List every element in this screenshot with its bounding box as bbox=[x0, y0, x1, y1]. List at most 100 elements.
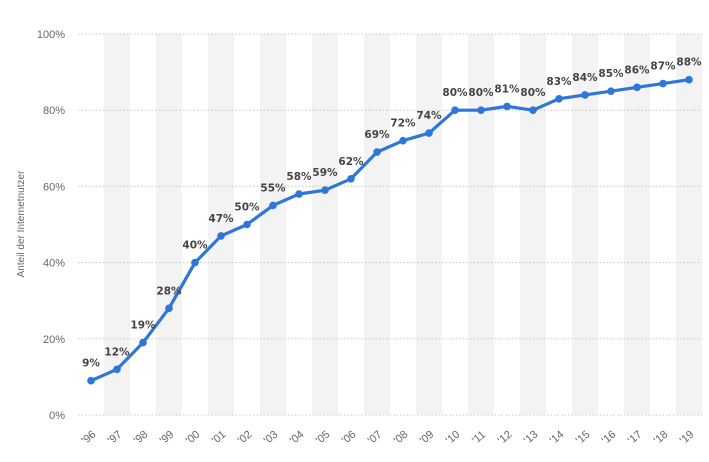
column-band bbox=[624, 34, 650, 415]
data-point bbox=[503, 102, 511, 111]
data-point bbox=[295, 190, 303, 198]
column-band bbox=[260, 34, 286, 415]
data-point bbox=[659, 79, 667, 88]
x-tick-label: '09 bbox=[418, 428, 437, 446]
data-point bbox=[425, 129, 433, 137]
data-label: 80% bbox=[520, 87, 546, 99]
y-tick-label: 100% bbox=[37, 29, 65, 41]
data-label: 50% bbox=[234, 202, 260, 214]
data-label: 28% bbox=[156, 285, 182, 297]
x-tick-label: '17 bbox=[626, 428, 645, 446]
data-point bbox=[581, 91, 589, 99]
x-tick-label: '13 bbox=[522, 428, 541, 446]
column-band bbox=[468, 34, 494, 415]
data-label: 88% bbox=[676, 57, 702, 69]
column-band bbox=[312, 34, 338, 415]
data-label: 12% bbox=[104, 346, 130, 358]
data-point bbox=[347, 174, 355, 183]
y-axis-ticks: 0% 20% 40% 60% 80% 100% bbox=[37, 29, 65, 422]
data-label: 81% bbox=[494, 83, 520, 95]
data-point bbox=[477, 106, 485, 114]
x-tick-label: '01 bbox=[210, 428, 229, 446]
x-axis-ticks: '96 '97 '98 '99 '00 '01 '02 '03 '04 '05 '06 '07 '08 '… bbox=[80, 428, 697, 446]
x-tick-label: '15 bbox=[574, 428, 593, 446]
column-band bbox=[156, 34, 182, 415]
data-label: 62% bbox=[338, 156, 364, 168]
data-point bbox=[191, 258, 199, 267]
data-point bbox=[217, 232, 225, 240]
y-tick-label: 60% bbox=[43, 181, 65, 193]
y-tick-label: 80% bbox=[43, 105, 65, 117]
data-points bbox=[87, 75, 693, 385]
data-label: 58% bbox=[286, 171, 312, 183]
x-tick-label: '16 bbox=[600, 428, 619, 446]
x-tick-label: '04 bbox=[288, 428, 307, 446]
x-tick-label: '12 bbox=[496, 428, 515, 446]
x-tick-label: '97 bbox=[106, 428, 125, 446]
data-label: 87% bbox=[650, 61, 676, 73]
data-point bbox=[87, 376, 95, 385]
column-bands bbox=[104, 34, 702, 415]
data-label: 80% bbox=[442, 87, 468, 99]
series-line bbox=[89, 78, 691, 383]
data-label: 59% bbox=[312, 167, 338, 179]
data-label: 83% bbox=[546, 76, 572, 88]
x-tick-label: '99 bbox=[158, 428, 177, 446]
gridlines bbox=[78, 33, 702, 416]
x-tick-label: '98 bbox=[132, 428, 151, 446]
column-band bbox=[416, 34, 442, 415]
data-label: 19% bbox=[130, 320, 156, 332]
x-tick-label: '14 bbox=[548, 428, 567, 446]
y-tick-label: 0% bbox=[49, 410, 65, 422]
data-label: 69% bbox=[364, 129, 390, 141]
y-tick-label: 20% bbox=[43, 334, 65, 346]
data-point bbox=[243, 220, 251, 229]
x-tick-label: '19 bbox=[678, 428, 697, 446]
x-tick-label: '07 bbox=[366, 428, 385, 446]
data-point bbox=[139, 338, 147, 347]
y-tick-label: 40% bbox=[43, 258, 65, 270]
data-point bbox=[321, 186, 329, 195]
column-band bbox=[208, 34, 234, 415]
x-tick-label: '05 bbox=[314, 428, 333, 446]
data-label: 40% bbox=[182, 240, 208, 252]
data-label: 55% bbox=[260, 182, 286, 194]
x-tick-label: '96 bbox=[80, 428, 99, 446]
data-label: 86% bbox=[624, 64, 650, 76]
data-point bbox=[685, 75, 693, 84]
column-band bbox=[676, 34, 702, 415]
data-label: 47% bbox=[208, 213, 234, 225]
data-label: 9% bbox=[82, 358, 100, 370]
data-point bbox=[399, 136, 407, 145]
x-tick-label: '08 bbox=[392, 428, 411, 446]
data-point bbox=[555, 94, 563, 103]
x-tick-label: '10 bbox=[444, 428, 463, 446]
x-tick-label: '06 bbox=[340, 428, 359, 446]
data-point bbox=[269, 201, 277, 210]
data-label: 74% bbox=[416, 110, 442, 122]
x-tick-label: '03 bbox=[262, 428, 281, 446]
x-tick-label: '02 bbox=[236, 428, 255, 446]
data-point bbox=[113, 365, 121, 374]
column-band bbox=[364, 34, 390, 415]
x-tick-label: '00 bbox=[184, 428, 203, 446]
data-point bbox=[165, 304, 173, 313]
y-axis-label: Anteil der Internetnutzer bbox=[16, 170, 27, 277]
data-labels: 9% 12% 19% 28% 40% 47%50%55%58% 59%62% 69%72%74… bbox=[82, 57, 702, 370]
data-label: 80% bbox=[468, 87, 494, 99]
column-band bbox=[104, 34, 130, 415]
data-label: 84% bbox=[572, 72, 598, 84]
data-point bbox=[607, 87, 615, 95]
x-tick-label: '18 bbox=[652, 428, 671, 446]
data-point bbox=[373, 148, 381, 156]
data-point bbox=[529, 106, 537, 114]
data-label: 85% bbox=[598, 68, 624, 80]
data-label: 72% bbox=[390, 118, 416, 130]
x-tick-label: '11 bbox=[470, 429, 488, 447]
column-band bbox=[572, 34, 598, 415]
data-point bbox=[633, 83, 641, 92]
data-point bbox=[451, 106, 459, 114]
column-band bbox=[520, 34, 546, 415]
